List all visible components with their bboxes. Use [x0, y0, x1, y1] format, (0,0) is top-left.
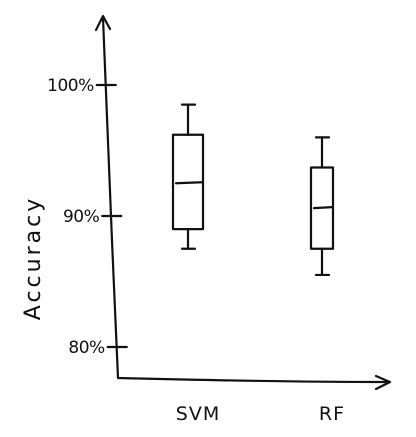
y-ticks: 80% 90% 100% [47, 76, 128, 358]
x-axis-arrow [374, 374, 392, 391]
box-median [312, 206, 334, 210]
y-tick-label: 80% [68, 338, 105, 358]
x-axis-line [116, 376, 390, 384]
box-rf [309, 136, 335, 277]
axes [94, 14, 392, 391]
y-axis-arrow [94, 14, 112, 32]
y-tick-label: 90% [63, 207, 100, 227]
y-axis-label: Accuracy [21, 196, 46, 320]
boxes [171, 103, 335, 277]
box-median [174, 181, 204, 185]
box-svm [171, 103, 205, 250]
category-labels: SVM RF [176, 403, 345, 425]
y-axis-line [101, 16, 120, 380]
category-label-svm: SVM [176, 403, 220, 425]
y-tick-label: 100% [47, 76, 94, 96]
category-label-rf: RF [319, 403, 345, 425]
